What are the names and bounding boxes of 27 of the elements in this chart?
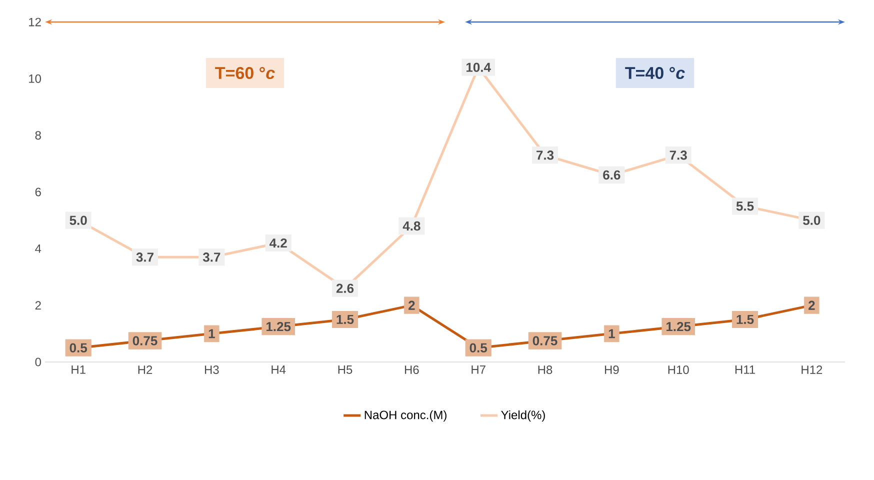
y-tick-label: 8 <box>35 131 41 140</box>
x-tick-label: H4 <box>272 366 286 374</box>
y-tick-label: 0 <box>35 358 42 366</box>
x-tick-label: H11 <box>735 366 755 374</box>
x-tick-label: H6 <box>404 366 419 374</box>
y-tick-label: 10 <box>29 74 42 83</box>
x-tick-label: H3 <box>204 366 219 374</box>
x-tick-label: H5 <box>338 366 352 374</box>
legend-label: NaOH conc.(M) <box>364 410 446 422</box>
x-tick-label: H7 <box>472 366 486 374</box>
data-label: 2 <box>808 300 815 310</box>
legend-label: Yield(%) <box>501 410 545 422</box>
y-tick-label: 6 <box>35 188 41 196</box>
data-label: 1 <box>208 329 215 338</box>
data-label: 2 <box>408 300 415 310</box>
x-tick-label: H12 <box>802 366 822 374</box>
y-tick-label: 4 <box>35 244 42 253</box>
annotation: T=40 °c <box>625 66 685 80</box>
x-tick-label: H2 <box>138 366 152 374</box>
x-tick-label: H9 <box>604 366 619 374</box>
x-tick-label: H8 <box>538 366 552 374</box>
y-tick-label: 12 <box>29 18 41 26</box>
x-tick-label: H1 <box>72 366 86 374</box>
data-label: 1 <box>608 329 615 338</box>
x-tick-label: H10 <box>668 366 689 374</box>
y-tick-label: 2 <box>35 301 41 310</box>
annotation: T=60 °c <box>215 66 275 80</box>
